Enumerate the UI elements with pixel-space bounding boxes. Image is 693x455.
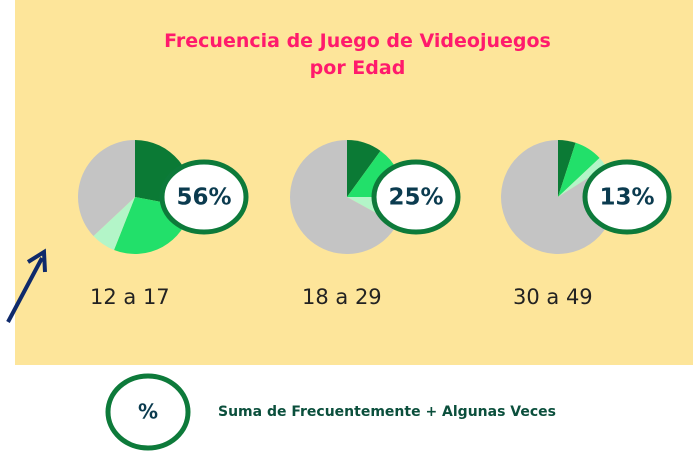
legend-badge xyxy=(105,373,191,451)
title-box: Frecuencia de Juego de Videojuegos por E… xyxy=(164,30,551,79)
highlight-label: 13% xyxy=(599,185,654,211)
pie-slice xyxy=(558,140,576,197)
category-label: 12 a 17 xyxy=(90,285,170,309)
highlight-label: 25% xyxy=(388,185,443,211)
highlight-label: 56% xyxy=(176,185,231,211)
pie-slice xyxy=(78,140,135,237)
pie-slice xyxy=(93,197,135,250)
pie-slice xyxy=(558,142,600,197)
pie-slice xyxy=(347,140,381,197)
category-label: 18 a 29 xyxy=(302,285,382,309)
highlight-badge xyxy=(582,159,672,235)
pie-slice xyxy=(558,157,607,197)
chart-title: Frecuencia de Juego de Videojuegos por E… xyxy=(164,30,551,79)
category-label: 30 a 49 xyxy=(513,285,593,309)
highlight-badge xyxy=(159,159,249,235)
pie-slice xyxy=(290,140,397,254)
arrow-shaft xyxy=(6,257,44,323)
pie-slice xyxy=(501,140,615,254)
highlight-badge xyxy=(371,159,461,235)
legend-text: Suma de Frecuentemente + Algunas Veces xyxy=(218,404,556,420)
legend-symbol: % xyxy=(138,400,158,424)
arrow-head xyxy=(26,248,47,273)
